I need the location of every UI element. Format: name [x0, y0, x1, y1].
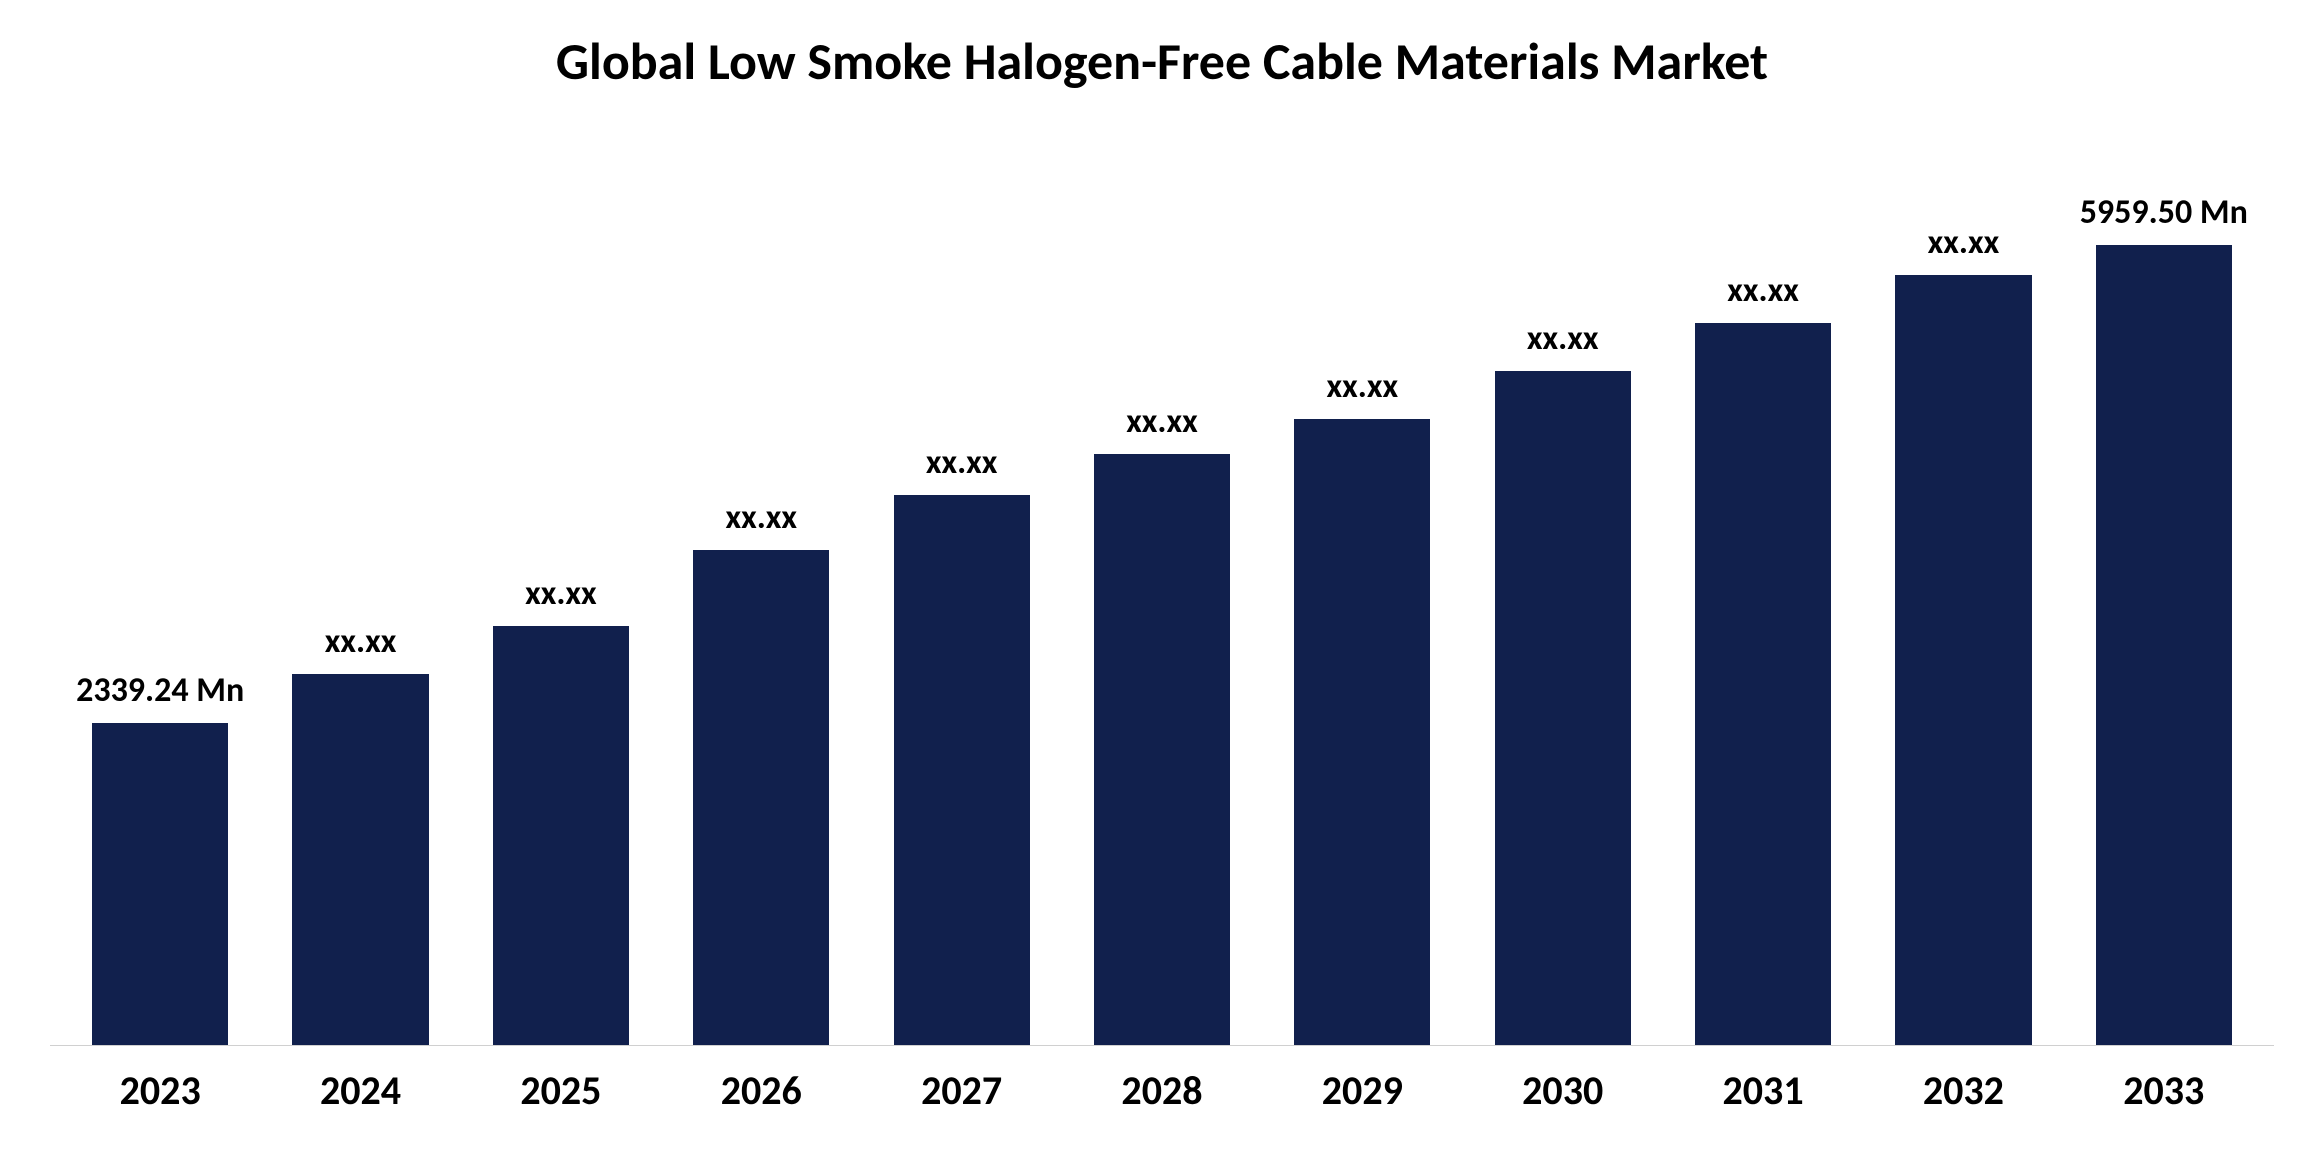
- bar-value-label: xx.xx: [325, 621, 397, 662]
- bar-value-label: 5959.50 Mn: [2080, 192, 2248, 233]
- bar: [1294, 419, 1430, 1045]
- bar-value-label: xx.xx: [1527, 318, 1599, 359]
- bar: [92, 723, 228, 1045]
- x-axis-label: 2025: [461, 1066, 661, 1115]
- bar-group: xx.xx: [1062, 192, 1262, 1045]
- x-axis-label: 2028: [1062, 1066, 1262, 1115]
- bar-value-label: 2339.24 Mn: [76, 670, 244, 711]
- bar: [1495, 371, 1631, 1045]
- bar: [693, 550, 829, 1045]
- bar: [2096, 245, 2232, 1045]
- x-axis-label: 2030: [1463, 1066, 1663, 1115]
- bar-group: xx.xx: [1663, 192, 1863, 1045]
- plot-area: 2339.24 Mn xx.xx xx.xx xx.xx xx.xx xx.xx xx.xx…: [50, 192, 2274, 1046]
- bar: [894, 495, 1030, 1045]
- x-axis-label: 2029: [1262, 1066, 1462, 1115]
- chart-container: Global Low Smoke Halogen-Free Cable Mate…: [0, 0, 2324, 1155]
- bar-group: 2339.24 Mn: [60, 192, 260, 1045]
- bar-value-label: xx.xx: [1126, 401, 1198, 442]
- bar-group: xx.xx: [861, 192, 1061, 1045]
- bar-value-label: xx.xx: [926, 442, 998, 483]
- chart-title: Global Low Smoke Halogen-Free Cable Mate…: [50, 30, 2274, 92]
- bar: [493, 626, 629, 1045]
- bar-value-label: xx.xx: [1327, 366, 1399, 407]
- x-axis-label: 2024: [260, 1066, 460, 1115]
- bar-value-label: xx.xx: [725, 497, 797, 538]
- bar-group: xx.xx: [661, 192, 861, 1045]
- x-axis-label: 2033: [2064, 1066, 2264, 1115]
- bar-group: 5959.50 Mn: [2064, 192, 2264, 1045]
- bar-group: xx.xx: [1463, 192, 1663, 1045]
- x-axis-label: 2026: [661, 1066, 861, 1115]
- bar-group: xx.xx: [1262, 192, 1462, 1045]
- bar-group: xx.xx: [260, 192, 460, 1045]
- x-axis-label: 2027: [861, 1066, 1061, 1115]
- x-axis-label: 2032: [1863, 1066, 2063, 1115]
- bar-value-label: xx.xx: [525, 573, 597, 614]
- bar-group: xx.xx: [461, 192, 661, 1045]
- bar-value-label: xx.xx: [1928, 222, 2000, 263]
- bar: [1695, 323, 1831, 1045]
- x-axis-label: 2023: [60, 1066, 260, 1115]
- bar: [292, 674, 428, 1045]
- bar-group: xx.xx: [1863, 192, 2063, 1045]
- bar: [1895, 275, 2031, 1045]
- x-axis: 2023202420252026202720282029203020312032…: [50, 1046, 2274, 1115]
- bar-value-label: xx.xx: [1727, 270, 1799, 311]
- x-axis-label: 2031: [1663, 1066, 1863, 1115]
- bar: [1094, 454, 1230, 1045]
